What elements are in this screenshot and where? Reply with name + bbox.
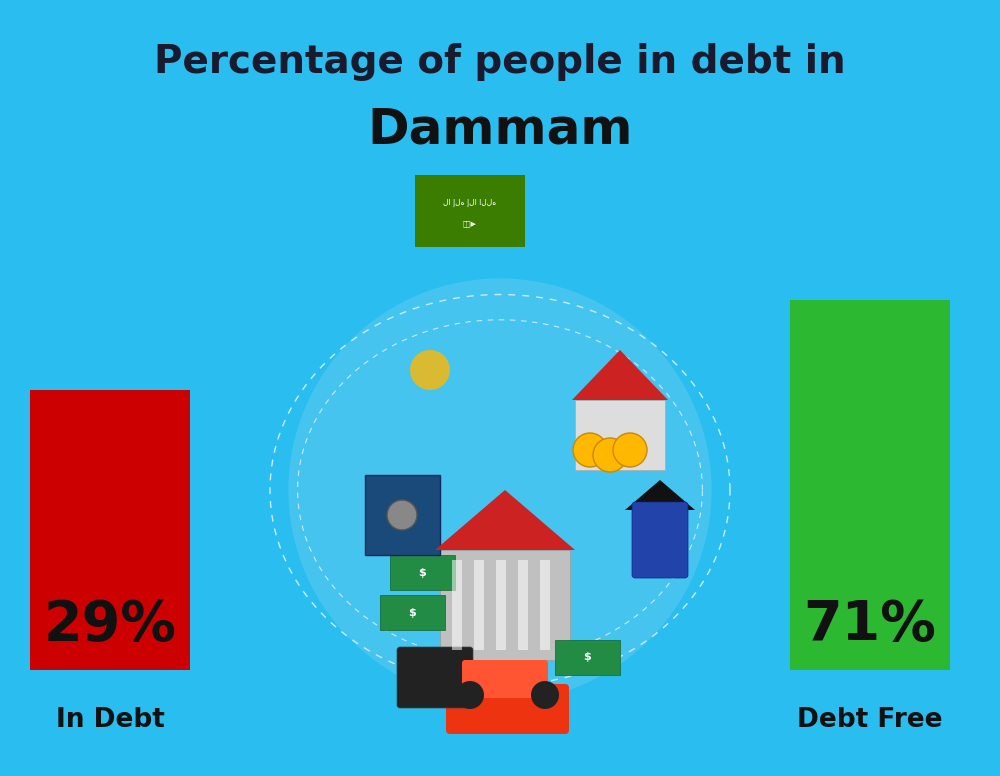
Text: Debt Free: Debt Free: [797, 707, 943, 733]
Text: Dammam: Dammam: [367, 106, 633, 154]
Text: 71%: 71%: [804, 598, 936, 652]
FancyBboxPatch shape: [30, 390, 190, 670]
Text: ⎯⎯▶: ⎯⎯▶: [463, 220, 477, 227]
FancyBboxPatch shape: [474, 560, 484, 650]
Circle shape: [531, 681, 559, 709]
FancyBboxPatch shape: [415, 175, 525, 247]
Text: $: $: [584, 653, 591, 663]
FancyBboxPatch shape: [397, 647, 473, 708]
Text: 29%: 29%: [44, 598, 176, 652]
Circle shape: [573, 433, 607, 467]
Polygon shape: [572, 350, 668, 400]
Polygon shape: [435, 490, 575, 550]
FancyBboxPatch shape: [540, 560, 550, 650]
Circle shape: [613, 433, 647, 467]
FancyBboxPatch shape: [518, 560, 528, 650]
Circle shape: [456, 681, 484, 709]
FancyBboxPatch shape: [496, 560, 506, 650]
FancyBboxPatch shape: [790, 300, 950, 670]
Circle shape: [288, 279, 712, 702]
FancyBboxPatch shape: [635, 525, 685, 550]
FancyBboxPatch shape: [462, 660, 548, 698]
Text: Percentage of people in debt in: Percentage of people in debt in: [154, 43, 846, 81]
FancyBboxPatch shape: [380, 595, 445, 630]
FancyBboxPatch shape: [452, 560, 462, 650]
Circle shape: [593, 438, 627, 472]
FancyBboxPatch shape: [575, 400, 665, 470]
Text: In Debt: In Debt: [56, 707, 164, 733]
FancyBboxPatch shape: [390, 555, 455, 590]
Circle shape: [387, 500, 417, 530]
Circle shape: [410, 350, 450, 390]
Polygon shape: [625, 480, 695, 510]
Text: لا إله إلا الله: لا إله إلا الله: [443, 198, 497, 207]
FancyBboxPatch shape: [446, 684, 569, 734]
Text: $: $: [419, 567, 426, 577]
FancyBboxPatch shape: [440, 550, 570, 660]
FancyBboxPatch shape: [365, 475, 440, 555]
FancyBboxPatch shape: [555, 640, 620, 675]
Text: $: $: [409, 608, 416, 618]
FancyBboxPatch shape: [632, 502, 688, 578]
